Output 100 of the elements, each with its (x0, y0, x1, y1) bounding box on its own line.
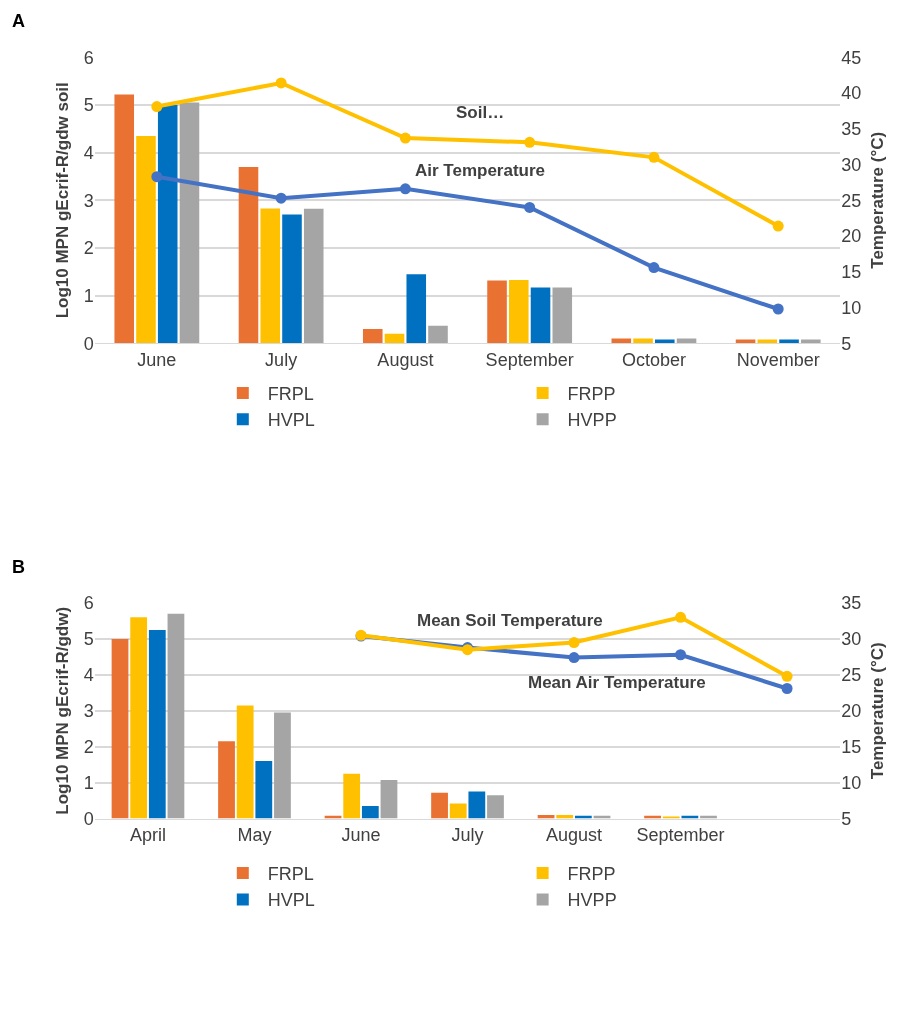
bar (509, 279, 529, 344)
y-tick-label: 4 (83, 665, 94, 686)
bar (468, 791, 486, 819)
x-tick-label: September (636, 825, 725, 846)
x-tick-label: July (451, 825, 484, 846)
bar (380, 780, 398, 819)
y2-tick-label: 25 (841, 665, 862, 686)
y2-tick-label: 15 (841, 737, 862, 758)
legend-label: FRPP (567, 383, 616, 404)
bar (236, 705, 254, 819)
bar (662, 816, 680, 819)
legend-label: HVPP (567, 890, 617, 911)
point (568, 652, 580, 664)
point (151, 171, 163, 183)
bar (179, 102, 200, 344)
bar (130, 617, 148, 819)
point (151, 101, 163, 113)
bar (428, 325, 448, 344)
y-tick-label: 5 (83, 629, 94, 650)
y-tick-label: 3 (83, 701, 94, 722)
y-tick-label: 1 (83, 285, 94, 306)
series-label: Mean Soil Temperature (417, 611, 603, 630)
point (781, 670, 793, 682)
x-tick-label: June (341, 825, 381, 846)
y2-tick-label: 40 (841, 83, 862, 104)
bar (260, 208, 281, 344)
x-tick-label: September (485, 349, 574, 370)
y2-tick-label: 10 (841, 297, 862, 318)
point (648, 262, 660, 274)
y-axis-title: Log10 MPN gEcrif-R/gdw soil (53, 82, 73, 319)
bar (218, 741, 235, 819)
bar (487, 795, 504, 819)
bar (167, 613, 185, 819)
series-label: Mean Air Temperature (528, 673, 706, 692)
point (568, 637, 580, 649)
bar (343, 773, 361, 819)
y2-tick-label: 10 (841, 772, 862, 793)
point (675, 611, 687, 623)
point (772, 303, 784, 315)
point (524, 201, 536, 213)
bar (238, 166, 259, 344)
y-tick-label: 0 (83, 333, 94, 354)
bar (303, 208, 324, 344)
point (275, 77, 287, 89)
x-tick-label: June (137, 349, 177, 370)
bar (136, 135, 156, 344)
bar (487, 280, 507, 344)
y-tick-label: 5 (83, 95, 94, 116)
y2-tick-label: 20 (841, 226, 862, 247)
x-tick-label: May (237, 825, 272, 846)
y2-tick-label: 30 (841, 629, 862, 650)
point (399, 183, 411, 195)
chart-title: B (12, 557, 25, 577)
bar (384, 333, 405, 344)
legend-label: FRPL (267, 383, 314, 404)
bar (552, 287, 573, 344)
bar (530, 287, 551, 344)
legend-label: FRPL (267, 864, 314, 885)
y-tick-label: 6 (83, 47, 94, 68)
point (675, 649, 687, 661)
legend-label: FRPP (567, 864, 616, 885)
chart-title: A (12, 11, 25, 31)
x-tick-label: August (377, 349, 434, 370)
legend-label: HVPP (567, 410, 617, 431)
x-tick-label: August (546, 825, 603, 846)
x-tick-label: July (265, 349, 298, 370)
point (524, 136, 536, 148)
y2-tick-label: 20 (841, 701, 862, 722)
series-label: Air Temperature (415, 161, 546, 180)
bar (111, 638, 129, 819)
y-tick-label: 2 (83, 737, 94, 758)
bar (274, 712, 291, 819)
y-tick-label: 2 (83, 238, 94, 259)
bar (114, 94, 135, 344)
point (781, 683, 793, 695)
bar (406, 274, 427, 344)
point (275, 192, 287, 204)
y-tick-label: 0 (83, 808, 94, 829)
bar (449, 803, 467, 819)
series-label: Soil… (456, 103, 505, 122)
y2-tick-label: 15 (841, 262, 862, 283)
bar (431, 792, 448, 819)
bar (148, 629, 166, 819)
y2-axis-title: Temperature (°C) (867, 131, 887, 269)
bar (255, 761, 273, 819)
point (399, 132, 411, 144)
x-tick-label: October (621, 349, 686, 370)
bar (361, 805, 379, 819)
x-tick-label: November (736, 349, 820, 370)
y-tick-label: 6 (83, 593, 94, 614)
y2-tick-label: 45 (841, 47, 862, 68)
y2-tick-label: 35 (841, 119, 862, 140)
y2-tick-label: 5 (841, 808, 852, 829)
y2-tick-label: 35 (841, 593, 862, 614)
bar (157, 104, 178, 344)
y-tick-label: 4 (83, 142, 94, 163)
x-tick-label: April (129, 825, 166, 846)
y2-axis-title: Temperature (°C) (867, 642, 887, 780)
point (772, 220, 784, 232)
y2-tick-label: 25 (841, 190, 862, 211)
